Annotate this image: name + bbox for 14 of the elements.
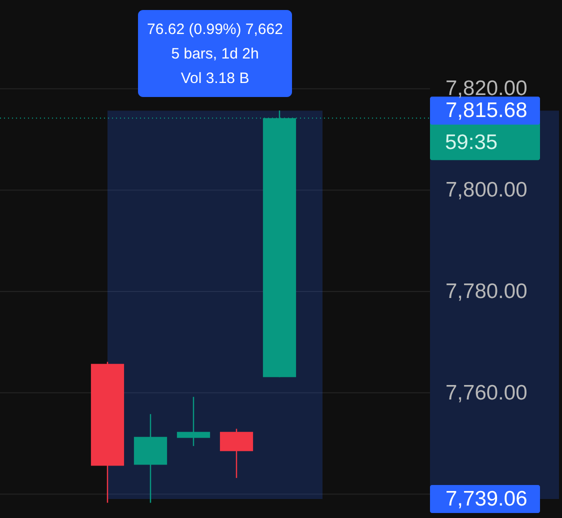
text: 59:35 xyxy=(445,131,498,154)
y-tick-label: 7,820.00 xyxy=(446,77,528,100)
annotation: 5 bars, 1d 2h xyxy=(171,46,259,62)
y-tick-label: 7,815.68 xyxy=(446,99,528,122)
y-tick-label: 7,800.00 xyxy=(446,178,528,202)
annotation: 76.62 (0.99%) 7,662 xyxy=(147,21,283,38)
annotation: Vol 3.18 B xyxy=(180,70,250,87)
candlestick xyxy=(90,361,124,504)
candlestick xyxy=(220,428,254,479)
candlestick xyxy=(176,396,210,447)
y-tick-label: 7,739.06 xyxy=(446,487,528,510)
y-tick-label: 7,780.00 xyxy=(446,280,528,303)
y-tick-label: 7,760.00 xyxy=(446,381,528,404)
candlestick xyxy=(134,413,168,504)
